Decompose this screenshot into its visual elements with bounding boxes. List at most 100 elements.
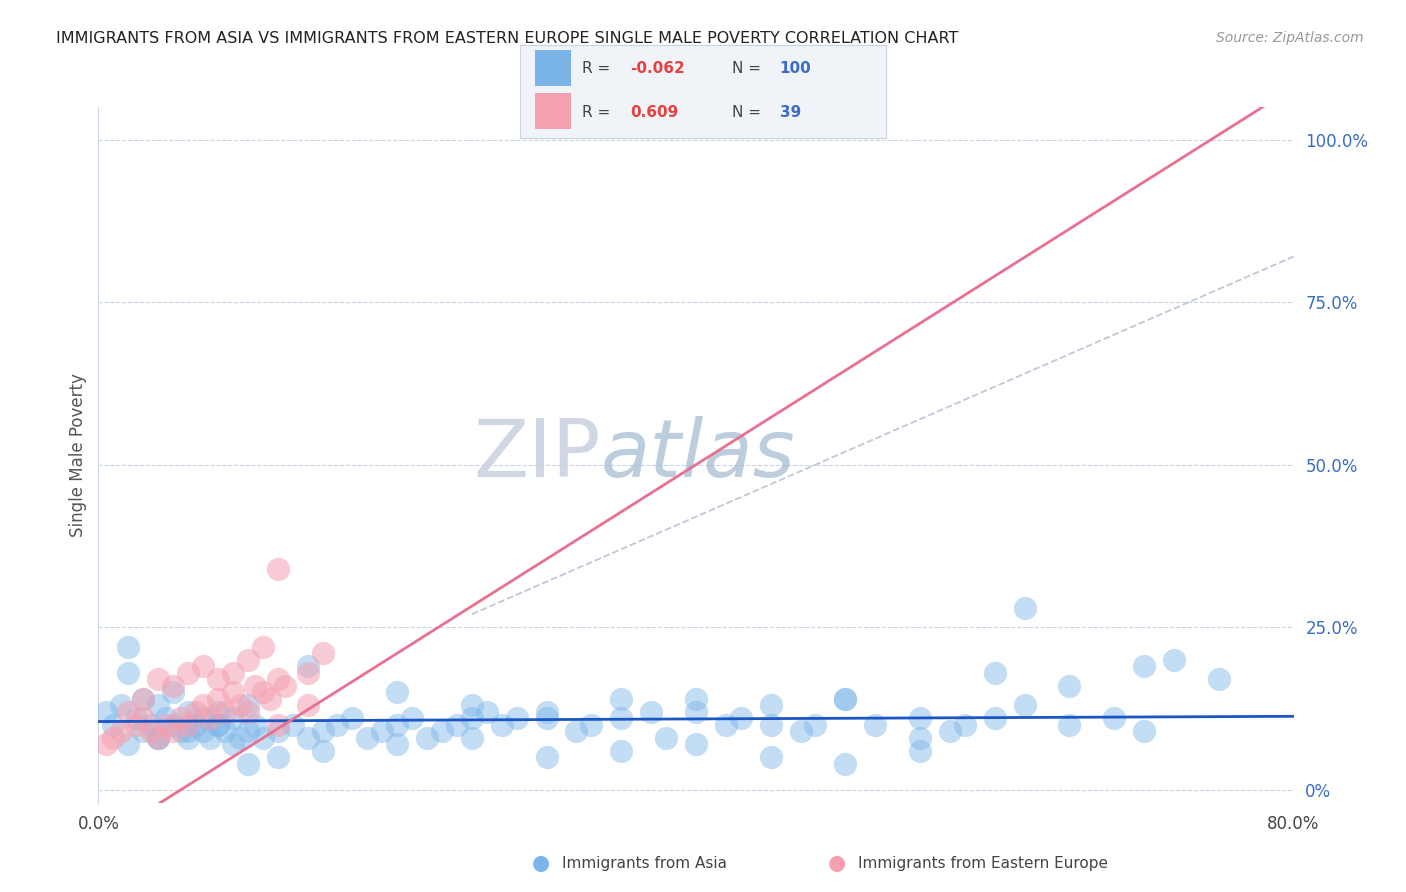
Point bbox=[155, 711, 177, 725]
Point bbox=[1163, 653, 1185, 667]
Point bbox=[139, 724, 162, 739]
Point bbox=[385, 737, 409, 751]
Point bbox=[177, 731, 200, 745]
Point bbox=[984, 711, 1007, 725]
Point bbox=[834, 691, 856, 706]
Y-axis label: Single Male Poverty: Single Male Poverty bbox=[69, 373, 87, 537]
Point bbox=[685, 737, 707, 751]
Point bbox=[110, 724, 132, 739]
Text: IMMIGRANTS FROM ASIA VS IMMIGRANTS FROM EASTERN EUROPE SINGLE MALE POVERTY CORRE: IMMIGRANTS FROM ASIA VS IMMIGRANTS FROM … bbox=[56, 31, 959, 46]
Point bbox=[267, 718, 290, 732]
Point bbox=[430, 724, 453, 739]
Point bbox=[207, 718, 229, 732]
Point bbox=[103, 731, 125, 745]
Point bbox=[184, 718, 207, 732]
Point bbox=[117, 640, 139, 654]
Point bbox=[222, 685, 245, 699]
Point bbox=[1208, 672, 1230, 686]
Text: ZIP: ZIP bbox=[472, 416, 600, 494]
Bar bbox=[534, 50, 571, 86]
Point bbox=[155, 718, 177, 732]
Text: 100: 100 bbox=[780, 61, 811, 76]
Point bbox=[207, 718, 229, 732]
Point bbox=[214, 705, 236, 719]
Point bbox=[162, 685, 184, 699]
Point bbox=[252, 685, 274, 699]
Point bbox=[297, 659, 319, 673]
Point bbox=[148, 672, 170, 686]
Point bbox=[132, 691, 155, 706]
Text: -0.062: -0.062 bbox=[630, 61, 685, 76]
Point bbox=[229, 698, 252, 713]
Point bbox=[804, 718, 827, 732]
Point bbox=[236, 705, 259, 719]
Point bbox=[908, 744, 931, 758]
Point bbox=[162, 718, 184, 732]
Point bbox=[865, 718, 887, 732]
Point bbox=[267, 750, 290, 764]
Point bbox=[184, 705, 207, 719]
Point bbox=[267, 672, 290, 686]
Text: 0.609: 0.609 bbox=[630, 104, 678, 120]
Point bbox=[939, 724, 962, 739]
Point bbox=[371, 724, 394, 739]
Point bbox=[326, 718, 349, 732]
Point bbox=[236, 698, 259, 713]
Point bbox=[789, 724, 811, 739]
Point bbox=[311, 646, 333, 660]
Point bbox=[714, 718, 737, 732]
Text: N =: N = bbox=[733, 104, 766, 120]
Point bbox=[177, 705, 200, 719]
Point bbox=[1133, 724, 1156, 739]
Point bbox=[200, 731, 222, 745]
Point bbox=[245, 679, 267, 693]
Point bbox=[252, 640, 274, 654]
Point bbox=[416, 731, 439, 745]
Point bbox=[222, 737, 245, 751]
Point bbox=[214, 724, 236, 739]
Point bbox=[655, 731, 678, 745]
Text: ●: ● bbox=[828, 854, 845, 873]
Point bbox=[1133, 659, 1156, 673]
Point bbox=[610, 744, 633, 758]
Point bbox=[94, 705, 117, 719]
Text: N =: N = bbox=[733, 61, 766, 76]
Point bbox=[177, 724, 200, 739]
Point bbox=[132, 724, 155, 739]
Point bbox=[565, 724, 588, 739]
Point bbox=[229, 731, 252, 745]
Point bbox=[267, 724, 290, 739]
Point bbox=[169, 711, 191, 725]
Point bbox=[1059, 679, 1081, 693]
Point bbox=[236, 724, 259, 739]
Point bbox=[536, 705, 558, 719]
Point bbox=[191, 711, 214, 725]
Point bbox=[125, 718, 148, 732]
Point bbox=[953, 718, 976, 732]
Point bbox=[177, 718, 200, 732]
Point bbox=[191, 724, 214, 739]
Point bbox=[759, 698, 782, 713]
Point bbox=[245, 718, 267, 732]
Text: Source: ZipAtlas.com: Source: ZipAtlas.com bbox=[1216, 31, 1364, 45]
Text: ●: ● bbox=[533, 854, 550, 873]
Point bbox=[311, 724, 333, 739]
Point bbox=[446, 718, 468, 732]
Point bbox=[297, 698, 319, 713]
Point bbox=[148, 731, 170, 745]
Point bbox=[274, 679, 297, 693]
Point bbox=[207, 705, 229, 719]
Point bbox=[132, 691, 155, 706]
Point bbox=[536, 711, 558, 725]
Point bbox=[908, 731, 931, 745]
Point bbox=[356, 731, 378, 745]
Point bbox=[311, 744, 333, 758]
Point bbox=[148, 698, 170, 713]
Point bbox=[461, 711, 484, 725]
Point bbox=[236, 653, 259, 667]
Point bbox=[1059, 718, 1081, 732]
Point bbox=[103, 718, 125, 732]
Text: Immigrants from Eastern Europe: Immigrants from Eastern Europe bbox=[858, 856, 1108, 871]
Point bbox=[191, 659, 214, 673]
Point bbox=[536, 750, 558, 764]
